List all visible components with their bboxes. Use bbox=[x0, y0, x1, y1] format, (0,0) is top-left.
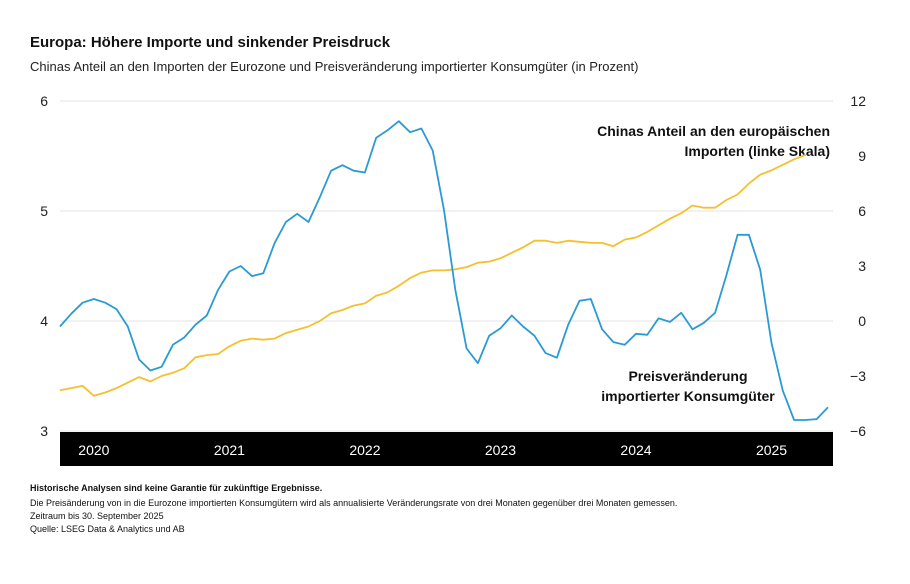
y2-tick-label: 12 bbox=[850, 93, 866, 109]
chart-title: Europa: Höhere Importe und sinkender Pre… bbox=[30, 34, 391, 51]
y-tick-label: 4 bbox=[40, 313, 48, 329]
y2-tick-label: −3 bbox=[850, 368, 866, 384]
x-axis-band bbox=[60, 432, 833, 466]
note: Historische Analysen sind keine Garantie… bbox=[30, 483, 322, 493]
note: Die Preisänderung von in die Eurozone im… bbox=[30, 498, 677, 508]
y-tick-label: 3 bbox=[40, 423, 48, 439]
x-tick-label: 2021 bbox=[214, 442, 245, 458]
y2-tick-label: 6 bbox=[858, 203, 866, 219]
note: Zeitraum bis 30. September 2025 bbox=[30, 511, 164, 521]
y-tick-label: 6 bbox=[40, 93, 48, 109]
x-tick-label: 2025 bbox=[756, 442, 787, 458]
series-label: Chinas Anteil an den europäischen Importe… bbox=[597, 123, 830, 159]
x-tick-label: 2023 bbox=[485, 442, 516, 458]
y2-tick-label: 0 bbox=[858, 313, 866, 329]
y2-tick-label: 9 bbox=[858, 148, 866, 164]
x-tick-label: 2024 bbox=[620, 442, 651, 458]
note: Quelle: LSEG Data & Analytics und AB bbox=[30, 524, 185, 534]
chart-subtitle: Chinas Anteil an den Importen der Eurozo… bbox=[30, 59, 638, 74]
series-line bbox=[59, 120, 829, 421]
y2-tick-label: 3 bbox=[858, 258, 866, 274]
series-line bbox=[59, 154, 806, 397]
y-tick-label: 5 bbox=[40, 203, 48, 219]
x-tick-label: 2022 bbox=[349, 442, 380, 458]
x-tick-label: 2020 bbox=[78, 442, 109, 458]
y2-tick-label: −6 bbox=[850, 423, 866, 439]
series-label: Preisveränderung importierter Konsumgüter bbox=[601, 368, 775, 404]
